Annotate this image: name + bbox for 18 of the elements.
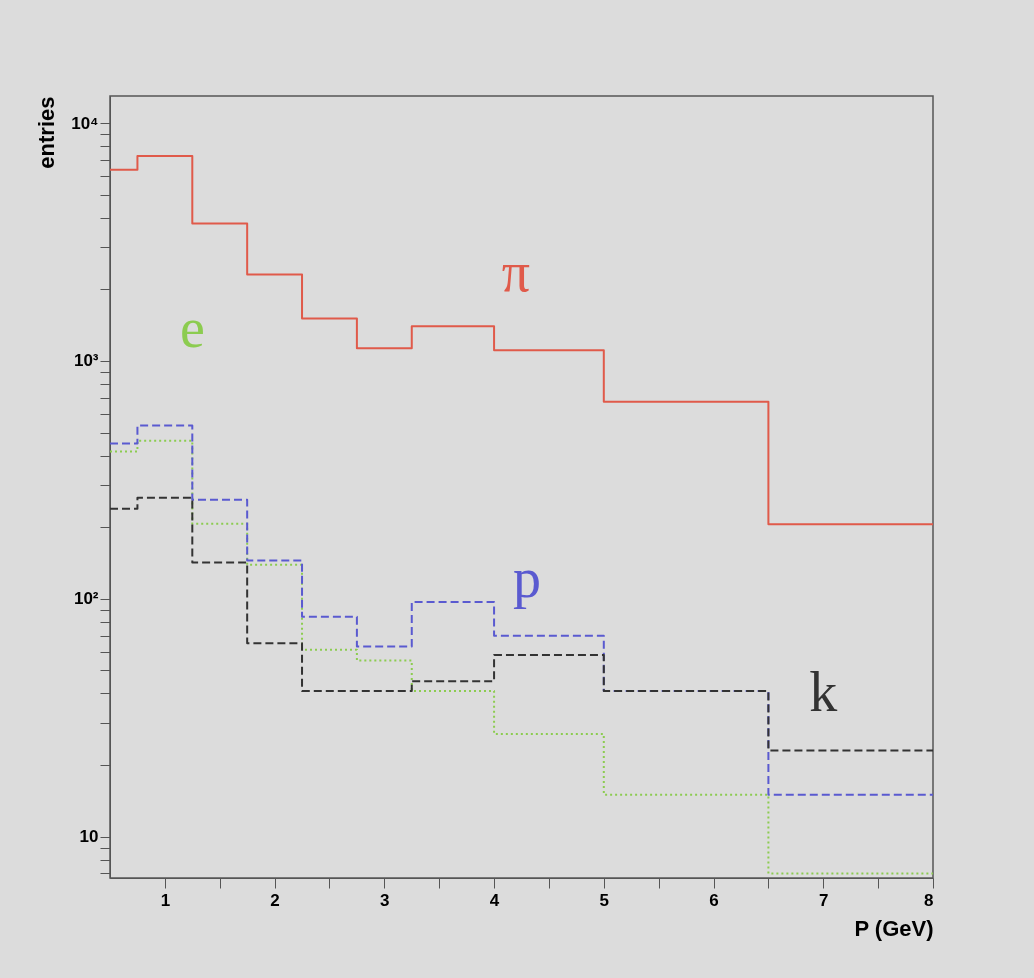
x-tick-label: 3 (380, 890, 390, 910)
x-tick-label: 2 (270, 890, 280, 910)
x-axis-title: P (GeV) (854, 915, 934, 941)
y-tick-label: 10³ (73, 351, 99, 371)
series-label: k (809, 661, 838, 724)
x-tick-label: 4 (489, 890, 500, 910)
x-tick-label: 5 (599, 890, 610, 910)
x-tick-label: 6 (709, 890, 719, 910)
y-tick-label: 10² (73, 589, 99, 609)
y-axis-title: entries (34, 96, 60, 169)
x-tick-label: 7 (819, 890, 829, 910)
x-tick-label: 1 (160, 890, 171, 910)
y-tick-label: 10⁴ (71, 113, 99, 133)
series-label: e (179, 297, 205, 360)
series-label: π (501, 241, 531, 304)
x-tick-label: 8 (924, 890, 934, 910)
series-label: p (512, 546, 541, 609)
y-tick-label: 10 (79, 827, 99, 847)
